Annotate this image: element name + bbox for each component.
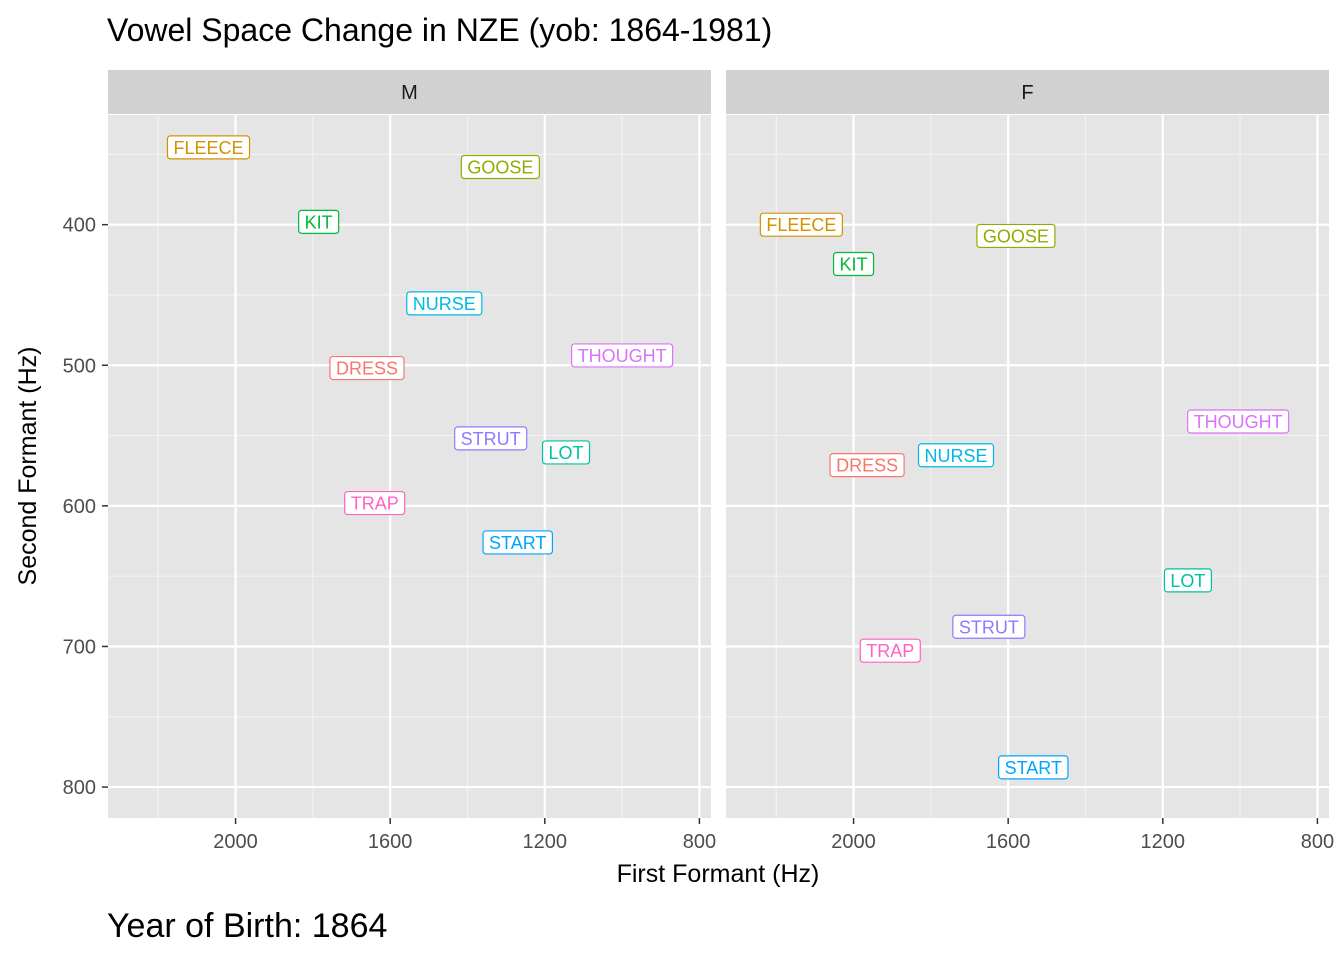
vowel-label-text: NURSE xyxy=(924,446,987,466)
vowel-label-dress: DRESS xyxy=(829,452,905,478)
facet-strip-label: F xyxy=(1021,82,1033,104)
vowel-label-box xyxy=(917,443,995,468)
vowel-label-text: THOUGHT xyxy=(578,346,667,366)
vowel-label-box xyxy=(829,452,905,478)
vowel-label-lot: LOT xyxy=(1163,568,1213,593)
vowel-label-text: STRUT xyxy=(461,429,521,449)
y-tick-label: 600 xyxy=(63,496,96,518)
vowel-label-box xyxy=(1187,409,1290,434)
facet-panels: M 2000 1600 1200 800 FLEECE GOOSE KIT NURSE THOUG… xyxy=(108,70,1334,853)
vowel-label-trap: TRAP xyxy=(344,490,406,516)
facet-strip-label: M xyxy=(401,82,418,104)
x-tick-label: 1200 xyxy=(523,831,568,853)
y-axis: 400 500 600 700 800 xyxy=(63,215,108,799)
year-of-birth-caption: Year of Birth: 1864 xyxy=(107,907,387,945)
vowel-label-start: START xyxy=(998,755,1069,780)
vowel-label-goose: GOOSE xyxy=(460,154,540,180)
vowel-label-box xyxy=(329,355,405,381)
x-tick-label: 1200 xyxy=(1141,831,1186,853)
vowel-label-box xyxy=(460,154,540,180)
vowel-label-box xyxy=(570,343,674,368)
vowel-label-strut: STRUT xyxy=(454,426,528,451)
vowel-label-text: TRAP xyxy=(351,494,399,514)
vowel-label-strut: STRUT xyxy=(952,614,1026,639)
vowel-label-start: START xyxy=(482,530,554,555)
vowel-label-text: TRAP xyxy=(866,641,914,661)
vowel-label-nurse: NURSE xyxy=(917,443,995,468)
vowel-label-text: THOUGHT xyxy=(1194,412,1283,432)
vowel-label-box xyxy=(759,212,843,237)
vowel-label-box xyxy=(454,426,528,451)
vowel-label-box xyxy=(998,755,1069,780)
x-tick-label: 800 xyxy=(1301,831,1334,853)
vowel-label-text: GOOSE xyxy=(467,158,533,178)
facet-strip xyxy=(726,70,1329,114)
vowel-label-text: FLEECE xyxy=(766,215,836,235)
vowel-label-box xyxy=(166,135,251,160)
vowel-label-kit: KIT xyxy=(832,251,875,277)
facet-m: M 2000 1600 1200 800 FLEECE GOOSE KIT NURSE THOUG… xyxy=(108,70,716,853)
x-tick-label: 1600 xyxy=(986,831,1031,853)
x-tick-label: 800 xyxy=(683,831,716,853)
vowel-label-nurse: NURSE xyxy=(406,291,483,316)
vowel-label-kit: KIT xyxy=(298,209,340,234)
x-tick-label: 1600 xyxy=(368,831,413,853)
vowel-label-text: GOOSE xyxy=(983,226,1049,246)
facet-f: F 2000 1600 1200 800 FLEECE GOOSE KIT THOUGHT NUR… xyxy=(726,70,1334,853)
vowel-label-text: DRESS xyxy=(836,456,898,476)
x-tick-label: 2000 xyxy=(213,831,258,853)
vowel-label-text: DRESS xyxy=(336,359,398,379)
vowel-label-box xyxy=(482,530,554,555)
chart-title: Vowel Space Change in NZE (yob: 1864-198… xyxy=(107,12,772,48)
x-tick-label: 2000 xyxy=(831,831,876,853)
vowel-label-fleece: FLEECE xyxy=(166,135,251,160)
vowel-label-box xyxy=(541,440,591,465)
vowel-label-box xyxy=(344,490,406,516)
y-tick-label: 800 xyxy=(63,777,96,799)
x-axis-title: First Formant (Hz) xyxy=(617,860,820,888)
vowel-label-text: LOT xyxy=(1170,571,1205,591)
vowel-label-box xyxy=(298,209,340,234)
vowel-label-lot: LOT xyxy=(541,440,591,465)
vowel-label-text: FLEECE xyxy=(173,138,243,158)
y-tick-label: 500 xyxy=(63,355,96,377)
y-axis-title: Second Formant (Hz) xyxy=(14,347,42,586)
vowel-label-text: KIT xyxy=(840,255,868,275)
vowel-label-fleece: FLEECE xyxy=(759,212,843,237)
facet-strip xyxy=(108,70,711,114)
vowel-label-dress: DRESS xyxy=(329,355,405,381)
vowel-label-text: KIT xyxy=(305,212,333,232)
vowel-label-text: LOT xyxy=(549,443,584,463)
vowel-label-goose: GOOSE xyxy=(976,223,1056,249)
vowel-label-text: START xyxy=(1005,758,1062,778)
vowel-label-box xyxy=(832,251,875,277)
vowel-label-box xyxy=(952,614,1026,639)
vowel-label-box xyxy=(859,638,921,663)
panel-background xyxy=(108,115,711,818)
y-tick-label: 400 xyxy=(63,215,96,237)
y-tick-label: 700 xyxy=(63,636,96,658)
vowel-label-text: STRUT xyxy=(959,617,1019,637)
vowel-label-thought: THOUGHT xyxy=(1187,409,1290,434)
vowel-label-trap: TRAP xyxy=(859,638,921,663)
vowel-label-text: NURSE xyxy=(413,294,476,314)
vowel-label-thought: THOUGHT xyxy=(570,343,674,368)
vowel-label-text: START xyxy=(489,533,546,553)
vowel-label-box xyxy=(976,223,1056,249)
vowel-label-box xyxy=(1163,568,1213,593)
vowel-label-box xyxy=(406,291,483,316)
